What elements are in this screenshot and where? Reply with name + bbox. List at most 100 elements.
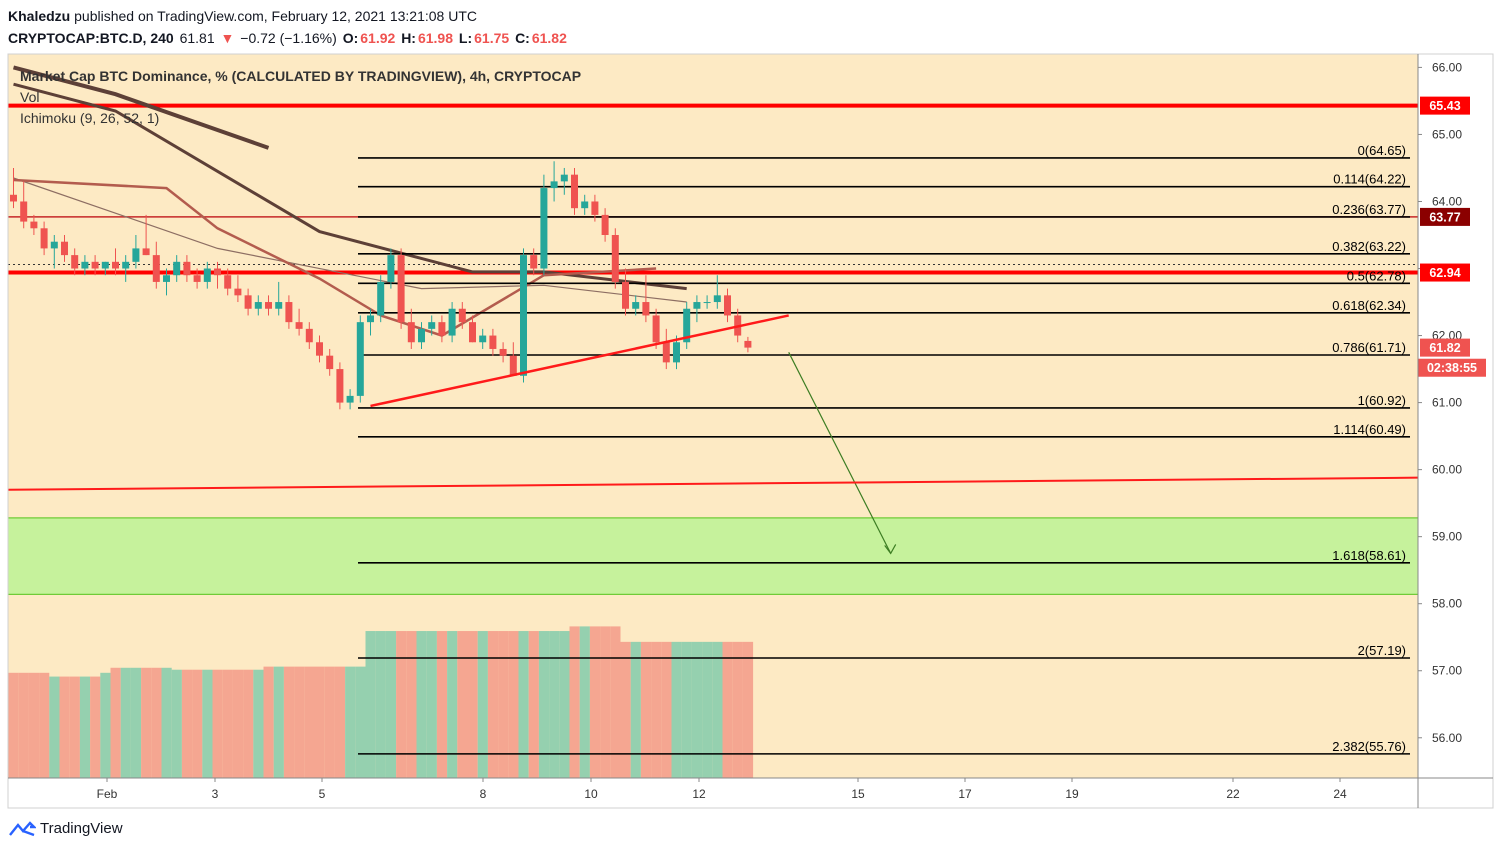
volume-bar bbox=[110, 667, 121, 778]
volume-bar bbox=[273, 666, 284, 778]
fib-level-label: 0.5(62.78) bbox=[1347, 268, 1406, 283]
volume-bar bbox=[222, 669, 233, 778]
support-zone bbox=[7, 517, 1419, 595]
price-axis-label: 65.00 bbox=[1432, 127, 1462, 141]
ohlc-line: CRYPTOCAP:BTC.D, 240 61.81 ▼ −0.72 (−1.1… bbox=[8, 30, 569, 46]
candle-body bbox=[234, 288, 242, 296]
candle-body bbox=[336, 369, 344, 403]
fib-level-label: 0.236(63.77) bbox=[1332, 202, 1406, 217]
price-axis-label: 56.00 bbox=[1432, 731, 1462, 745]
candle-body bbox=[193, 275, 201, 282]
volume-bar bbox=[202, 669, 213, 778]
legend-ichimoku: Ichimoku (9, 26, 52, 1) bbox=[20, 110, 159, 126]
volume-bar bbox=[467, 631, 478, 778]
high-value: 61.98 bbox=[417, 30, 454, 46]
candle-body bbox=[438, 322, 446, 336]
price-tag-label: 02:38:55 bbox=[1427, 361, 1477, 375]
price-chart[interactable]: 0(64.65) 0.114(64.22) 0.236(63.77) 0.382(63… bbox=[0, 0, 1501, 815]
price-tag-box bbox=[1420, 207, 1470, 226]
volume-bar bbox=[396, 631, 407, 778]
open-label: O: bbox=[342, 30, 359, 46]
candle-body bbox=[642, 302, 650, 316]
candle-body bbox=[571, 174, 578, 209]
volume-bar bbox=[447, 631, 458, 778]
volume-bar bbox=[477, 631, 488, 778]
candle-body bbox=[418, 328, 425, 343]
candle-body bbox=[275, 302, 283, 309]
volume-bar bbox=[436, 631, 448, 778]
candle-body bbox=[581, 201, 589, 209]
time-axis-label: 17 bbox=[958, 787, 972, 801]
legend-title: Market Cap BTC Dominance, % (CALCULATED … bbox=[20, 68, 581, 84]
fast-moving-average bbox=[13, 177, 687, 303]
candle-body bbox=[71, 255, 79, 269]
volume-bar bbox=[702, 641, 713, 778]
volume-bar bbox=[610, 626, 621, 778]
time-axis-label: 15 bbox=[851, 787, 865, 801]
volume-bar bbox=[294, 666, 305, 778]
volume-bar bbox=[345, 666, 356, 778]
candle-body bbox=[377, 281, 385, 316]
volume-bar bbox=[487, 631, 499, 778]
candle-body bbox=[397, 255, 405, 323]
volume-bar bbox=[569, 626, 580, 778]
volume-bar bbox=[579, 626, 590, 778]
volume-bar bbox=[375, 631, 386, 778]
price-axis-background bbox=[1418, 54, 1493, 778]
publish-header: Khaledzu published on TradingView.com, F… bbox=[8, 6, 1488, 50]
candle-body bbox=[479, 335, 487, 343]
volume-bar bbox=[457, 631, 468, 778]
long-rising-line bbox=[7, 476, 1419, 491]
author-name[interactable]: Khaledzu bbox=[8, 8, 71, 24]
time-axis-label: 12 bbox=[692, 787, 706, 801]
candle-body bbox=[91, 261, 99, 269]
time-axis-label: 3 bbox=[212, 787, 219, 801]
time-axis-label: Feb bbox=[97, 787, 118, 801]
fib-level-label: 2(57.19) bbox=[1358, 643, 1406, 658]
volume-bar bbox=[39, 672, 50, 778]
volume-bar bbox=[671, 641, 682, 778]
open-value: 61.92 bbox=[360, 30, 396, 46]
candle-body bbox=[254, 302, 262, 309]
candle-body bbox=[591, 201, 599, 215]
fib-level-label: 1.114(60.49) bbox=[1333, 422, 1406, 437]
volume-bar bbox=[69, 676, 80, 778]
volume-bar bbox=[324, 666, 335, 778]
candle-body bbox=[101, 261, 109, 269]
price-tag-label: 61.82 bbox=[1429, 341, 1460, 355]
volume-bar bbox=[100, 672, 111, 778]
candle-body bbox=[163, 275, 170, 282]
time-axis-label: 5 bbox=[319, 787, 326, 801]
volume-bar bbox=[732, 641, 743, 778]
plot-border bbox=[7, 53, 1494, 809]
volume-bar bbox=[90, 676, 101, 778]
candle-body bbox=[489, 335, 497, 349]
footer-brand[interactable]: TradingView bbox=[40, 820, 123, 838]
time-axis-label: 24 bbox=[1333, 787, 1347, 801]
volume-bar bbox=[538, 631, 550, 778]
volume-bar bbox=[192, 669, 203, 778]
volume-bar bbox=[304, 666, 315, 778]
candle-body bbox=[112, 261, 119, 269]
published-text: published on TradingView.com, February 1… bbox=[74, 8, 478, 24]
candle-body bbox=[30, 221, 38, 229]
fib-level-label: 1(60.92) bbox=[1358, 393, 1406, 408]
candle-body bbox=[132, 248, 140, 262]
footer: TradingView bbox=[8, 820, 123, 844]
time-axis-label: 8 bbox=[480, 787, 487, 801]
candle-body bbox=[724, 295, 731, 316]
candle-body bbox=[183, 261, 191, 276]
volume-bar bbox=[528, 631, 539, 778]
price-axis-label: 58.00 bbox=[1432, 597, 1462, 611]
price-tag-label: 63.77 bbox=[1429, 210, 1460, 224]
price-axis-label: 66.00 bbox=[1432, 60, 1462, 74]
publish-line: Khaledzu published on TradingView.com, F… bbox=[8, 8, 477, 24]
close-value: 61.82 bbox=[531, 30, 567, 46]
candle-body bbox=[10, 194, 17, 202]
ascending-trendline bbox=[370, 314, 789, 408]
candle-body bbox=[142, 248, 150, 256]
projection-arrow bbox=[788, 352, 892, 554]
fib-level-label: 0.382(63.22) bbox=[1332, 239, 1406, 254]
fib-level-label: 0(64.65) bbox=[1358, 143, 1406, 158]
candle-body bbox=[295, 322, 303, 329]
